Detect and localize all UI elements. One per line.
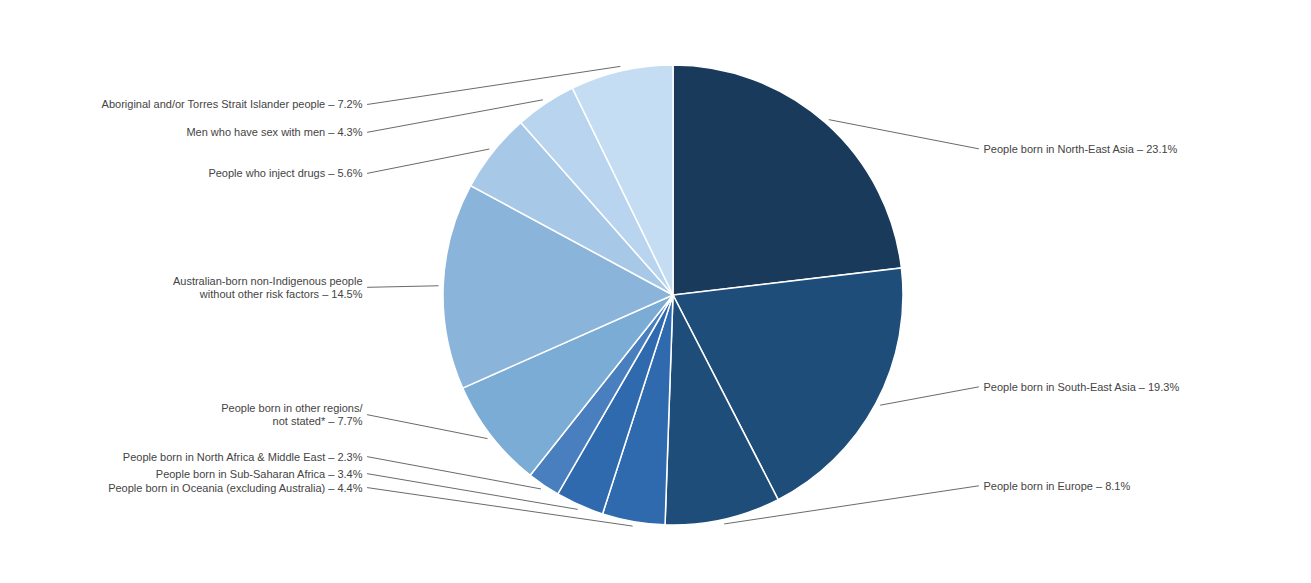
svg-text:Aboriginal and/or Torres Strai: Aboriginal and/or Torres Strait Islander… bbox=[102, 98, 363, 110]
svg-text:People born in Sub-Saharan Afr: People born in Sub-Saharan Africa – 3.4% bbox=[156, 468, 363, 480]
svg-text:People born in other regions/n: People born in other regions/not stated*… bbox=[221, 402, 363, 427]
svg-text:People born in North Africa &: People born in North Africa & Middle Eas… bbox=[123, 451, 363, 463]
svg-text:Australian-born non-Indigenous: Australian-born non-Indigenous peoplewit… bbox=[173, 275, 363, 300]
svg-text:People born in North-East Asia: People born in North-East Asia – 23.1% bbox=[984, 143, 1178, 155]
svg-text:People born in South-East Asia: People born in South-East Asia – 19.3% bbox=[984, 381, 1180, 393]
svg-text:People who inject drugs – 5.6%: People who inject drugs – 5.6% bbox=[208, 167, 362, 179]
svg-text:People born in Europe – 8.1%: People born in Europe – 8.1% bbox=[984, 480, 1131, 492]
svg-text:Men who have sex with men – 4.: Men who have sex with men – 4.3% bbox=[186, 126, 362, 138]
svg-text:People born in Oceania (exclud: People born in Oceania (excluding Austra… bbox=[108, 482, 363, 494]
